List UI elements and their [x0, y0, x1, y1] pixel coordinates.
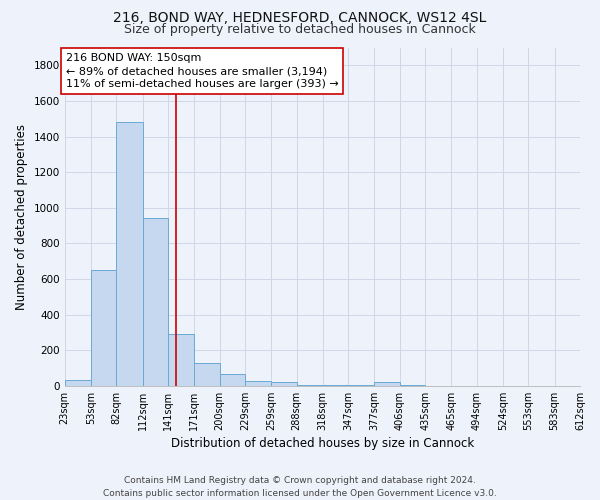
Bar: [296, 385, 323, 386]
Bar: [116, 122, 143, 386]
Bar: [323, 385, 348, 386]
Bar: [168, 334, 194, 386]
Text: 216 BOND WAY: 150sqm
← 89% of detached houses are smaller (3,194)
11% of semi-de: 216 BOND WAY: 150sqm ← 89% of detached h…: [65, 53, 338, 89]
Text: Contains HM Land Registry data © Crown copyright and database right 2024.
Contai: Contains HM Land Registry data © Crown c…: [103, 476, 497, 498]
Bar: [91, 270, 116, 386]
Text: Size of property relative to detached houses in Cannock: Size of property relative to detached ho…: [124, 22, 476, 36]
Bar: [194, 362, 220, 386]
Bar: [65, 380, 91, 386]
Y-axis label: Number of detached properties: Number of detached properties: [15, 124, 28, 310]
Bar: [143, 218, 168, 386]
Bar: [220, 374, 245, 386]
Bar: [400, 385, 425, 386]
Bar: [271, 382, 296, 386]
Bar: [374, 382, 400, 386]
Text: 216, BOND WAY, HEDNESFORD, CANNOCK, WS12 4SL: 216, BOND WAY, HEDNESFORD, CANNOCK, WS12…: [113, 11, 487, 25]
X-axis label: Distribution of detached houses by size in Cannock: Distribution of detached houses by size …: [171, 437, 474, 450]
Bar: [348, 385, 374, 386]
Bar: [245, 382, 271, 386]
